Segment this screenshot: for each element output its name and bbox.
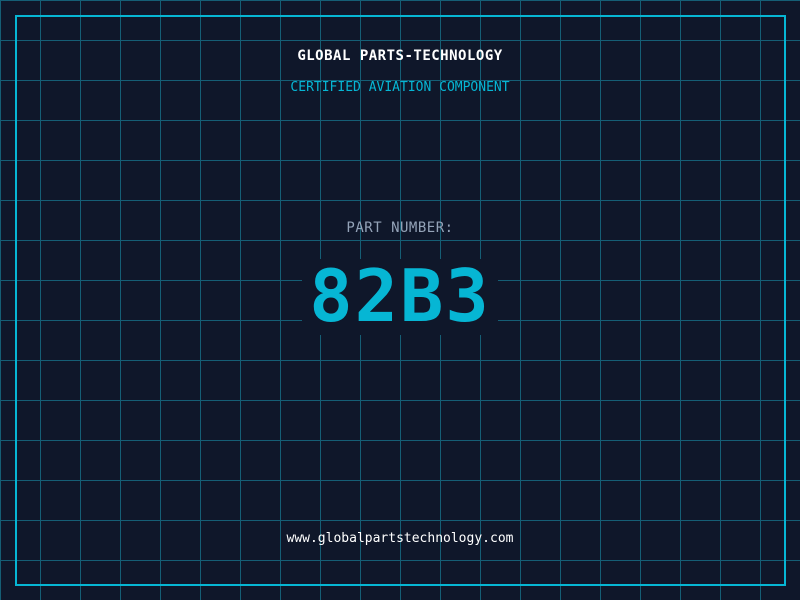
part-number: 82B3 [309,254,491,338]
brand-name: GLOBAL PARTS-TECHNOLOGY [297,48,503,64]
part-number-backdrop [302,259,498,335]
website-url: www.globalpartstechnology.com [286,531,514,546]
tagline: CERTIFIED AVIATION COMPONENT [290,80,510,95]
part-number-label: PART NUMBER: [346,220,454,236]
label-border [15,15,786,586]
